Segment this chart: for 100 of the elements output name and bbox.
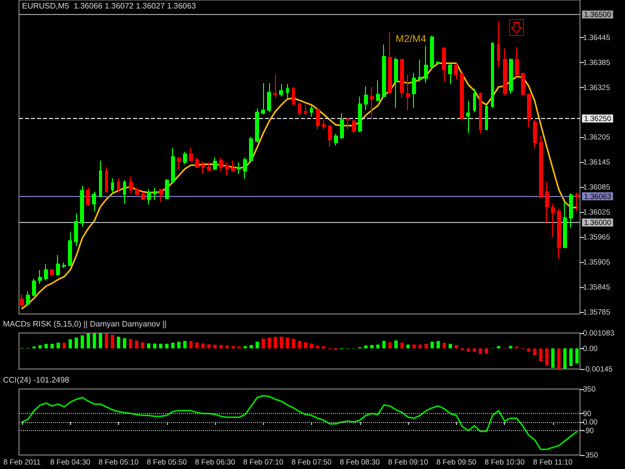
bar bbox=[110, 334, 114, 348]
bar bbox=[165, 344, 168, 348]
candlestick bbox=[563, 202, 567, 249]
candlestick bbox=[358, 96, 362, 133]
bar bbox=[424, 344, 428, 348]
bar bbox=[569, 348, 573, 366]
candlestick bbox=[497, 21, 500, 68]
bar bbox=[116, 336, 120, 348]
candlestick bbox=[454, 62, 458, 80]
bar bbox=[68, 339, 72, 348]
candlestick bbox=[292, 86, 295, 106]
bar bbox=[92, 333, 96, 348]
bar bbox=[454, 345, 458, 348]
bar bbox=[250, 344, 253, 348]
bar bbox=[394, 340, 398, 348]
candlestick bbox=[515, 46, 519, 78]
bar bbox=[153, 344, 156, 348]
candlestick bbox=[32, 278, 36, 298]
bar bbox=[436, 341, 440, 348]
bar bbox=[430, 342, 434, 348]
bar bbox=[56, 342, 60, 348]
bar bbox=[364, 345, 368, 348]
candlestick bbox=[316, 107, 320, 130]
bar bbox=[274, 336, 278, 348]
bar bbox=[256, 342, 259, 348]
candlestick bbox=[279, 84, 283, 97]
candlestick bbox=[400, 58, 404, 99]
candlestick bbox=[533, 119, 537, 149]
bar bbox=[310, 344, 314, 348]
bar bbox=[98, 333, 102, 348]
candlestick bbox=[255, 108, 259, 144]
candlestick bbox=[364, 86, 368, 111]
candlestick bbox=[38, 269, 42, 285]
bar bbox=[370, 344, 374, 348]
bar bbox=[183, 341, 187, 348]
candlestick bbox=[56, 254, 60, 276]
candlestick bbox=[68, 232, 72, 267]
candlestick bbox=[370, 86, 374, 120]
bar bbox=[466, 348, 470, 352]
candlestick bbox=[219, 157, 223, 172]
candlestick bbox=[249, 136, 253, 162]
bar bbox=[171, 342, 174, 348]
chart-title: MACDs RISK (5,15,0) || Damyan Damyanov || bbox=[3, 320, 166, 328]
bar bbox=[298, 341, 302, 348]
candlestick bbox=[80, 185, 84, 228]
bar bbox=[80, 335, 84, 348]
candlestick bbox=[466, 100, 470, 134]
bar bbox=[551, 348, 555, 368]
candlestick bbox=[460, 72, 464, 120]
candlestick bbox=[340, 112, 344, 140]
bar bbox=[292, 338, 296, 348]
candlestick bbox=[225, 162, 229, 176]
bar bbox=[44, 344, 48, 348]
chart-title: EURUSD,M5 1.36066 1.36072 1.36027 1.36063 bbox=[22, 2, 196, 10]
candlestick bbox=[539, 135, 543, 199]
bar bbox=[545, 348, 548, 366]
bar bbox=[262, 338, 265, 348]
candlestick bbox=[322, 119, 326, 130]
candlestick bbox=[267, 82, 271, 113]
candlestick bbox=[183, 151, 187, 165]
candlestick bbox=[557, 208, 561, 260]
candlestick bbox=[412, 72, 416, 108]
chart-title: CCI(24) -101.2498 bbox=[3, 376, 70, 384]
bar bbox=[189, 341, 193, 348]
bar bbox=[539, 348, 542, 362]
candlestick bbox=[105, 166, 108, 194]
candlestick bbox=[20, 294, 24, 308]
bar bbox=[406, 344, 410, 348]
candlestick bbox=[394, 56, 398, 108]
candlestick bbox=[304, 104, 307, 116]
bar bbox=[563, 348, 567, 369]
bar bbox=[62, 342, 66, 348]
bar bbox=[86, 333, 90, 348]
candlestick bbox=[436, 61, 440, 65]
candlestick bbox=[159, 188, 163, 203]
bar bbox=[141, 342, 144, 348]
candlestick bbox=[62, 262, 66, 269]
candlestick bbox=[298, 102, 301, 117]
candlestick bbox=[491, 42, 494, 108]
candlestick bbox=[334, 133, 338, 146]
bar bbox=[508, 346, 512, 348]
candlestick bbox=[153, 187, 157, 201]
line-series bbox=[21, 394, 578, 450]
candlestick bbox=[261, 82, 265, 115]
candlestick bbox=[129, 176, 133, 194]
candlestick bbox=[171, 148, 175, 184]
candlestick bbox=[479, 92, 482, 134]
bar bbox=[286, 338, 290, 348]
candlestick bbox=[388, 32, 392, 94]
candlestick bbox=[545, 182, 549, 224]
bar bbox=[412, 344, 416, 348]
candlestick bbox=[189, 148, 193, 162]
candlestick bbox=[111, 178, 114, 194]
candlestick bbox=[147, 189, 151, 206]
bar bbox=[38, 345, 42, 348]
candlestick bbox=[26, 291, 30, 306]
bar bbox=[382, 340, 386, 348]
bar bbox=[134, 340, 138, 348]
candlestick bbox=[231, 160, 235, 172]
candlestick bbox=[430, 35, 434, 68]
